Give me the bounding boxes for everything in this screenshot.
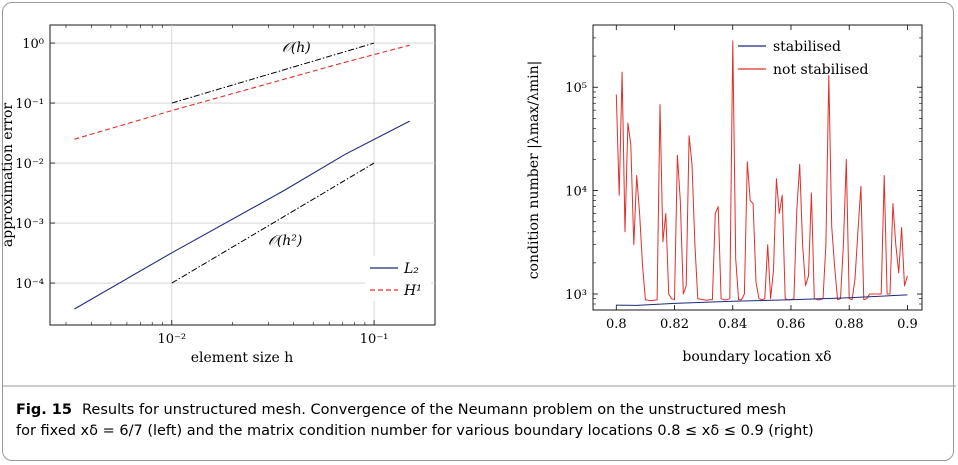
reference-slope-line-0 [171,42,375,104]
right-legend: stabilised not stabilised [738,39,869,78]
left-y-tick-label: 10⁻⁴ [15,277,44,292]
caption-line-1: Fig. 15 Results for unstructured mesh. Co… [16,400,946,421]
caption-text-1: Results for unstructured mesh. Convergen… [82,402,787,418]
left-x-tick-label: 10⁻² [157,332,186,347]
right-plot-frame [592,24,923,311]
right-series-line-1 [615,40,908,302]
right-y-axis-label: condition number |λmax/λmin| [526,61,542,280]
right-x-tick-label: 0.9 [897,317,918,332]
right-x-axis-label: boundary location xδ [682,349,831,365]
right-x-tick-label: 0.86 [777,317,806,332]
left-x-axis-label: element size h [191,350,294,366]
right-x-tick-label: 0.82 [660,317,689,332]
left-series-line-1 [74,44,410,140]
left-legend: L₂ H¹ [365,256,431,301]
reference-slope-line-1 [171,162,375,284]
right-x-tick-label: 0.88 [835,317,864,332]
right-series-line-0 [616,294,908,306]
legend-label-stabilised: stabilised [773,39,841,55]
figure-caption: Fig. 15 Results for unstructured mesh. Co… [16,400,946,442]
left-y-tick-label: 10⁰ [22,37,44,52]
legend-label-h1: H¹ [403,283,422,299]
legend-label-l2: L₂ [403,261,419,277]
right-x-tick-label: 0.84 [718,317,747,332]
right-y-tick-label: 10⁵ [565,81,587,96]
left-y-axis-label: approximation error [0,103,16,247]
right-chart: 0.8 0.82 0.84 0.86 0.88 0.9 10³ 10⁴ 10⁵ boundary… [526,24,923,365]
left-y-tick-label: 10⁻² [15,157,44,172]
left-plot-frame [49,24,436,326]
right-x-tick-label: 0.8 [606,317,627,332]
right-y-tick-label: 10⁴ [565,185,587,200]
left-y-tick-label: 10⁻¹ [15,97,44,112]
reference-label-order-h2: 𝒪(h²) [268,233,302,249]
reference-label-order-h: 𝒪(h) [282,40,311,56]
left-x-tick-label: 10⁻¹ [360,332,389,347]
left-chart: 10⁻² 10⁻¹ 10⁻⁴ 10⁻³ 10⁻² 10⁻¹ 10⁰ 𝒪(h) 𝒪(h²) e… [0,24,436,366]
caption-text-2: for fixed xδ = 6/7 (left) and the matrix… [16,423,814,439]
right-y-tick-label: 10³ [565,288,587,303]
legend-label-not-stabilised: not stabilised [773,62,869,78]
figure-label: Fig. 15 [16,402,72,418]
left-series-line-0 [74,120,410,310]
left-y-tick-label: 10⁻³ [15,217,44,232]
